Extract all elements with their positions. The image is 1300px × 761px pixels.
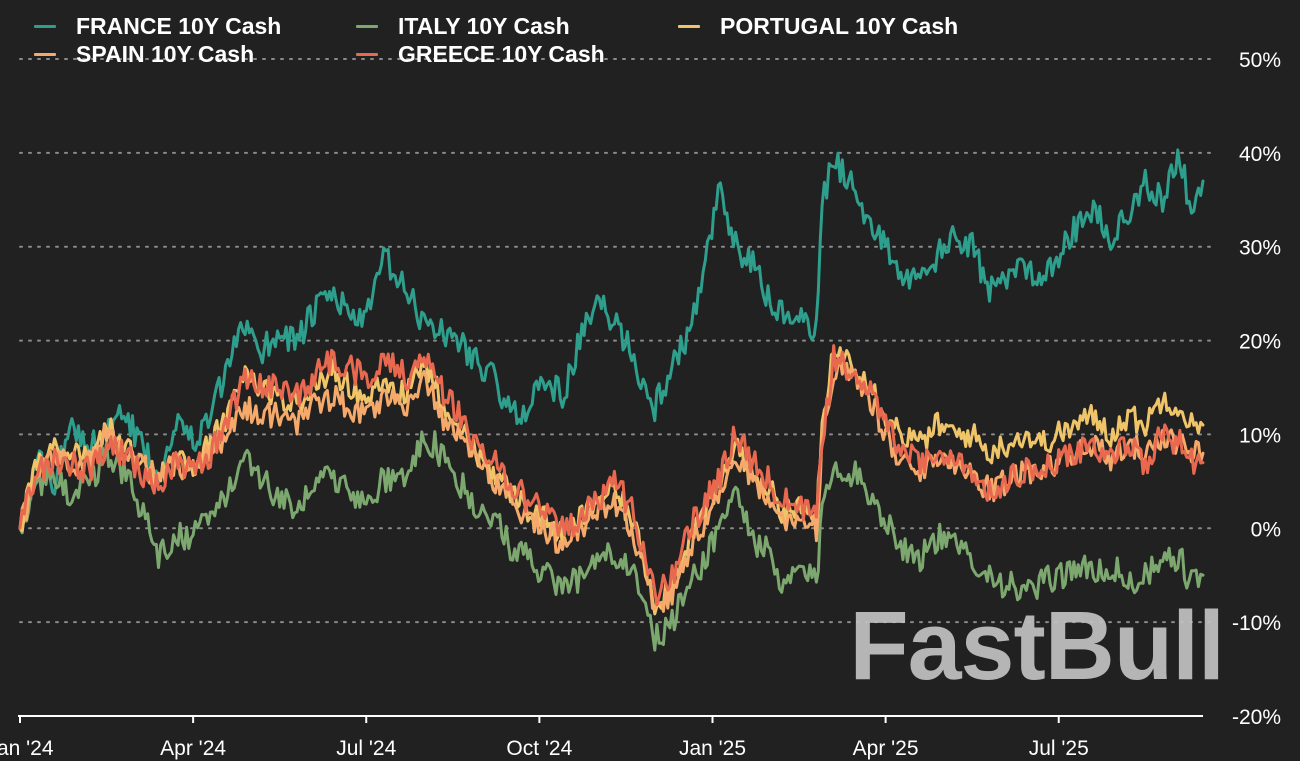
legend-label-italy: ITALY 10Y Cash	[398, 12, 570, 39]
y-tick-label: 10%	[1239, 424, 1281, 447]
x-tick-label: Oct '24	[506, 737, 572, 760]
y-tick-label: -10%	[1232, 612, 1281, 635]
y-tick-label: 30%	[1239, 237, 1281, 260]
x-tick-label: Jul '25	[1029, 737, 1089, 760]
x-tick-label: Apr '25	[853, 737, 919, 760]
legend-label-greece: GREECE 10Y Cash	[398, 40, 605, 67]
legend-swatch-spain	[34, 52, 56, 56]
legend-swatch-france	[34, 24, 56, 28]
legend-item-portugal[interactable]: PORTUGAL 10Y Cash	[678, 12, 978, 40]
y-tick-label: 50%	[1239, 49, 1281, 72]
y-tick-label: 0%	[1251, 518, 1281, 541]
fastbull-watermark: FastBull	[849, 591, 1225, 700]
x-tick-label: Jan '25	[679, 737, 746, 760]
x-tick-label: Jan '24	[0, 737, 54, 760]
y-axis: 50% 40% 30% 20% 10% 0% -10% -20%	[1232, 49, 1281, 729]
legend-item-france[interactable]: FRANCE 10Y Cash	[34, 12, 356, 40]
chart-legend: FRANCE 10Y Cash ITALY 10Y Cash PORTUGAL …	[34, 12, 994, 72]
legend-item-greece[interactable]: GREECE 10Y Cash	[356, 40, 678, 68]
legend-label-portugal: PORTUGAL 10Y Cash	[720, 12, 959, 39]
legend-item-italy[interactable]: ITALY 10Y Cash	[356, 12, 678, 40]
series-line-france	[18, 148, 1205, 530]
legend-label-france: FRANCE 10Y Cash	[76, 12, 282, 39]
series-line-greece	[18, 344, 1205, 607]
series-lines	[18, 148, 1205, 652]
legend-swatch-portugal	[678, 24, 700, 28]
x-axis: Jan '24 Apr '24 Jul '24 Oct '24 Jan '25 Apr '…	[0, 715, 1203, 760]
y-tick-label: 20%	[1239, 331, 1281, 354]
x-tick-label: Apr '24	[160, 737, 226, 760]
x-tick-label: Jul '24	[336, 737, 396, 760]
y-tick-label: -20%	[1232, 706, 1281, 729]
legend-swatch-greece	[356, 52, 378, 56]
legend-label-spain: SPAIN 10Y Cash	[76, 40, 255, 67]
y-tick-label: 40%	[1239, 143, 1281, 166]
legend-swatch-italy	[356, 24, 378, 28]
grid-lines	[19, 58, 1216, 624]
legend-item-spain[interactable]: SPAIN 10Y Cash	[34, 40, 356, 68]
series-line-italy	[18, 430, 1205, 652]
